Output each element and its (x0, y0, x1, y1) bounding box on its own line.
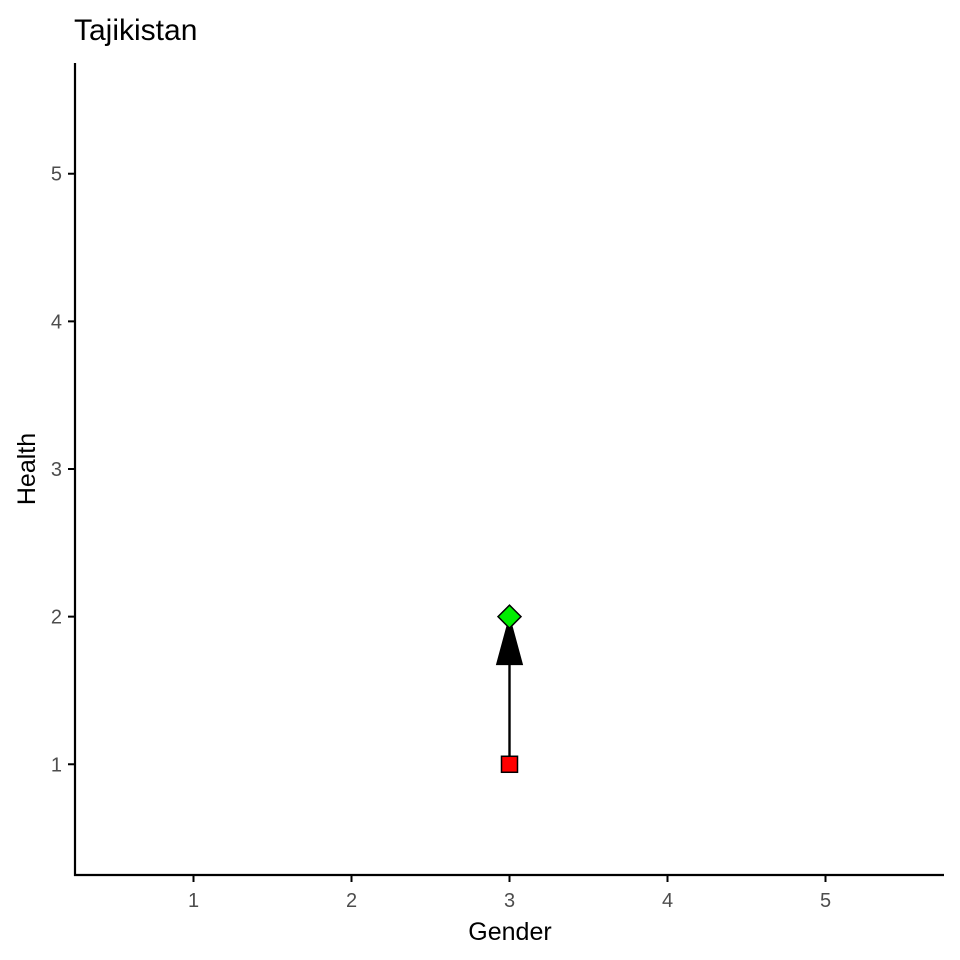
y-tick-label: 3 (51, 459, 62, 481)
x-tick-label: 1 (188, 890, 199, 912)
points-layer (496, 604, 523, 774)
y-tick-label: 1 (51, 754, 62, 776)
chart-title: Tajikistan (74, 14, 197, 47)
x-tick-label: 4 (662, 890, 673, 912)
y-tick-label: 4 (51, 311, 62, 333)
arrows-layer (495, 614, 524, 765)
x-tick-label: 5 (820, 890, 831, 912)
x-tick-label: 2 (346, 890, 357, 912)
point-square (500, 755, 519, 774)
y-axis-title: Health (13, 433, 41, 505)
arrow-head (495, 614, 524, 666)
x-axis-ticks: 1 2 3 4 5 (188, 875, 831, 912)
x-tick-label: 3 (504, 890, 515, 912)
y-tick-label: 5 (51, 164, 62, 186)
y-axis-ticks: 1 2 3 4 5 (51, 164, 75, 776)
x-axis-title: Gender (468, 918, 551, 946)
point-diamond (496, 604, 523, 630)
y-tick-label: 2 (51, 607, 62, 629)
